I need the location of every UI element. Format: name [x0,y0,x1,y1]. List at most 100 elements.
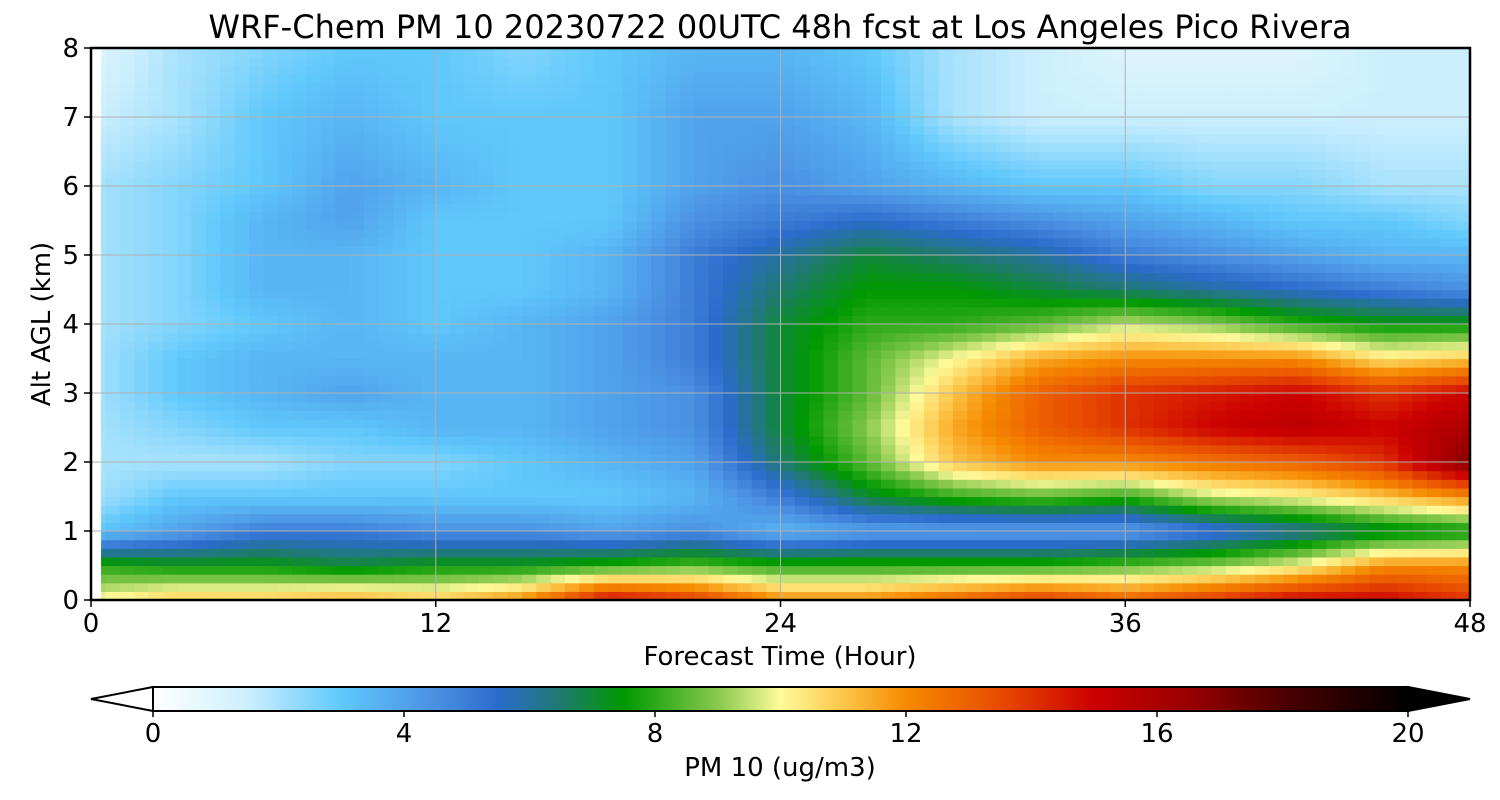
heatmap-cell [1369,539,1385,549]
heatmap-cell [134,513,150,523]
heatmap-cell [1355,401,1371,411]
heatmap-cell [679,453,695,463]
heatmap-cell [1326,246,1342,256]
heatmap-cell [249,186,264,196]
heatmap-cell [363,591,379,600]
heatmap-cell [249,341,264,351]
heatmap-cell [766,591,782,600]
heatmap-cell [1096,384,1112,394]
heatmap-cell [1326,220,1342,230]
heatmap-cell [1383,470,1399,480]
heatmap-cell [1225,582,1241,592]
heatmap-cell [1355,177,1371,187]
heatmap-cell [234,436,250,446]
heatmap-cell [1268,556,1284,567]
heatmap-cell [866,151,882,161]
heatmap-cell [1340,556,1356,567]
heatmap-cell [895,358,911,368]
heatmap-cell [1268,522,1284,532]
heatmap-cell [1426,384,1442,394]
heatmap-cell [1110,324,1126,334]
heatmap-cell [909,298,925,308]
heatmap-cell [177,151,193,161]
heatmap-cell [148,177,164,187]
heatmap-cell [1426,194,1442,204]
heatmap-cell [895,229,911,239]
heatmap-cell [866,548,882,558]
heatmap-cell [1110,582,1126,592]
heatmap-cell [1369,522,1385,532]
heatmap-cell [1455,263,1470,273]
heatmap-cell [909,470,925,480]
heatmap-cell [1455,410,1470,420]
heatmap-cell [952,186,968,196]
heatmap-cell [378,203,394,213]
heatmap-cell [1010,211,1026,222]
heatmap-cell [536,556,552,567]
heatmap-cell [1096,186,1112,196]
heatmap-cell [1240,556,1256,567]
heatmap-cell [1455,436,1470,446]
heatmap-cell [392,582,408,592]
heatmap-cell [335,263,351,273]
heatmap-cell [1297,280,1313,291]
heatmap-cell [493,384,509,394]
heatmap-cell [1455,194,1470,204]
heatmap-cell [191,367,207,377]
heatmap-cell [1168,393,1184,403]
heatmap-cell [119,487,135,498]
heatmap-cell [995,229,1011,239]
heatmap-cell [119,255,135,265]
heatmap-cell [1268,349,1284,360]
heatmap-cell [579,280,595,291]
heatmap-cell [608,151,624,161]
heatmap-cell [995,470,1011,480]
heatmap-cell [464,237,480,247]
heatmap-cell [766,479,782,489]
heatmap-cell [1197,444,1213,454]
heatmap-cell [679,306,695,316]
heatmap-cell [320,315,336,325]
heatmap-cell [766,427,782,437]
heatmap-cell [177,341,193,351]
heatmap-cell [320,436,336,446]
heatmap-cell [249,177,264,187]
heatmap-cell [148,479,164,489]
heatmap-cell [1197,539,1213,549]
heatmap-cell [277,513,293,523]
heatmap-cell [708,505,724,515]
heatmap-cell [1412,151,1428,161]
heatmap-cell [852,298,868,308]
heatmap-cell [349,574,365,584]
heatmap-cell [1225,203,1241,213]
heatmap-cell [1355,505,1371,515]
heatmap-cell [205,427,221,437]
heatmap-cell [105,548,121,558]
heatmap-cell [1268,306,1284,316]
heatmap-cell [1110,272,1126,282]
heatmap-cell [1010,194,1026,204]
heatmap-cell [1110,539,1126,549]
heatmap-cell [665,255,681,265]
heatmap-cell [1110,332,1126,342]
heatmap-cell [1455,324,1470,334]
heatmap-cell [1455,289,1470,299]
heatmap-cell [1254,367,1270,377]
heatmap-cell [737,315,753,325]
heatmap-cell [421,591,437,600]
heatmap-cell [679,462,695,472]
heatmap-cell [981,410,997,420]
heatmap-cell [823,186,839,196]
heatmap-cell [421,358,437,368]
heatmap-cell [407,220,422,230]
heatmap-cell [751,160,767,170]
heatmap-cell [1197,315,1213,325]
heatmap-cell [478,453,494,463]
heatmap-cell [694,427,710,437]
heatmap-cell [1240,487,1256,498]
heatmap-cell [392,393,408,403]
heatmap-cell [464,306,480,316]
heatmap-cell [1441,548,1457,558]
heatmap-cell [579,487,595,498]
heatmap-cell [521,574,537,584]
